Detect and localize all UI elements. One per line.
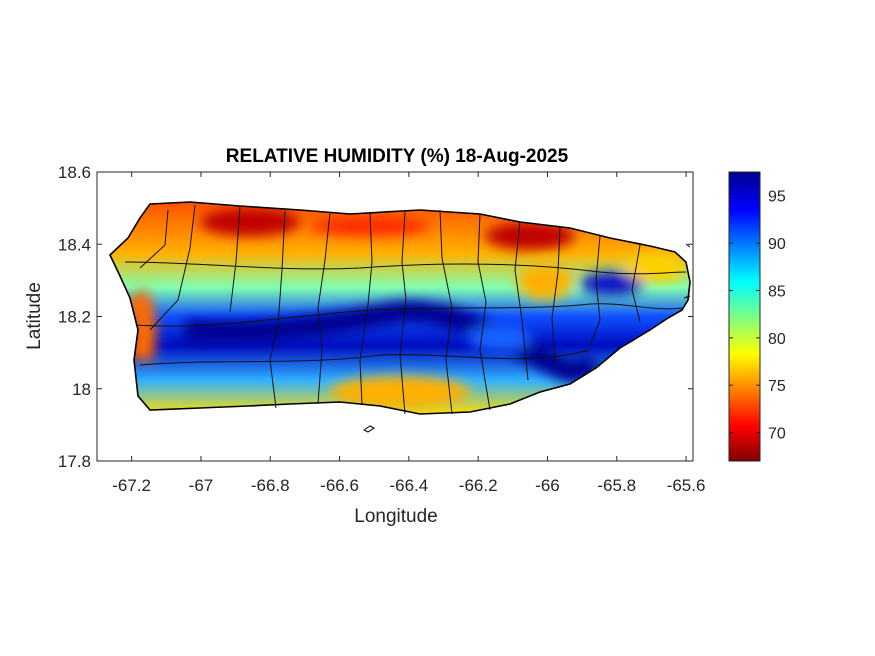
colorbar-tick-label: 90 xyxy=(768,236,786,253)
x-tick-label: -66.8 xyxy=(251,476,290,495)
x-tick-label: -67 xyxy=(189,476,214,495)
x-tick-label: -66 xyxy=(535,476,560,495)
x-axis-label: Longitude xyxy=(354,506,437,527)
municipality-boundaries xyxy=(124,204,687,415)
eastern-cays xyxy=(683,243,691,299)
colorbar-ticks: 70 75 80 85 90 95 xyxy=(729,189,786,443)
humidity-field xyxy=(110,202,690,414)
x-tick-label: -65.8 xyxy=(597,476,636,495)
x-tick-label: -65.6 xyxy=(667,476,706,495)
x-tick-label: -67.2 xyxy=(112,476,151,495)
colorbar-tick-label: 75 xyxy=(768,378,786,395)
colorbar xyxy=(728,171,761,462)
colorbar-tick-label: 70 xyxy=(768,426,786,443)
x-tick-label: -66.2 xyxy=(459,476,498,495)
x-tick-label: -66.6 xyxy=(320,476,359,495)
y-tick-label: 18.2 xyxy=(58,308,91,327)
colorbar-tick-label: 85 xyxy=(768,283,786,300)
colorbar-tick-label: 80 xyxy=(768,331,786,348)
colorbar-tick-label: 95 xyxy=(768,189,786,206)
y-tick-label: 18.6 xyxy=(58,163,91,182)
y-tick-label: 18 xyxy=(72,380,91,399)
y-tick-label: 18.4 xyxy=(58,235,91,254)
caja-de-muertos-islet xyxy=(363,425,375,433)
y-axis-ticks: 17.8 18 18.2 18.4 18.6 xyxy=(58,163,693,471)
x-tick-label: -66.4 xyxy=(389,476,428,495)
x-axis-ticks: -67.2 -67 -66.8 -66.6 -66.4 -66.2 -66 -65.8 -65.… xyxy=(112,172,705,495)
y-tick-label: 17.8 xyxy=(58,452,91,471)
chart-title: RELATIVE HUMIDITY (%) 18-Aug-2025 xyxy=(226,146,569,167)
y-axis-label: Latitude xyxy=(24,282,45,350)
